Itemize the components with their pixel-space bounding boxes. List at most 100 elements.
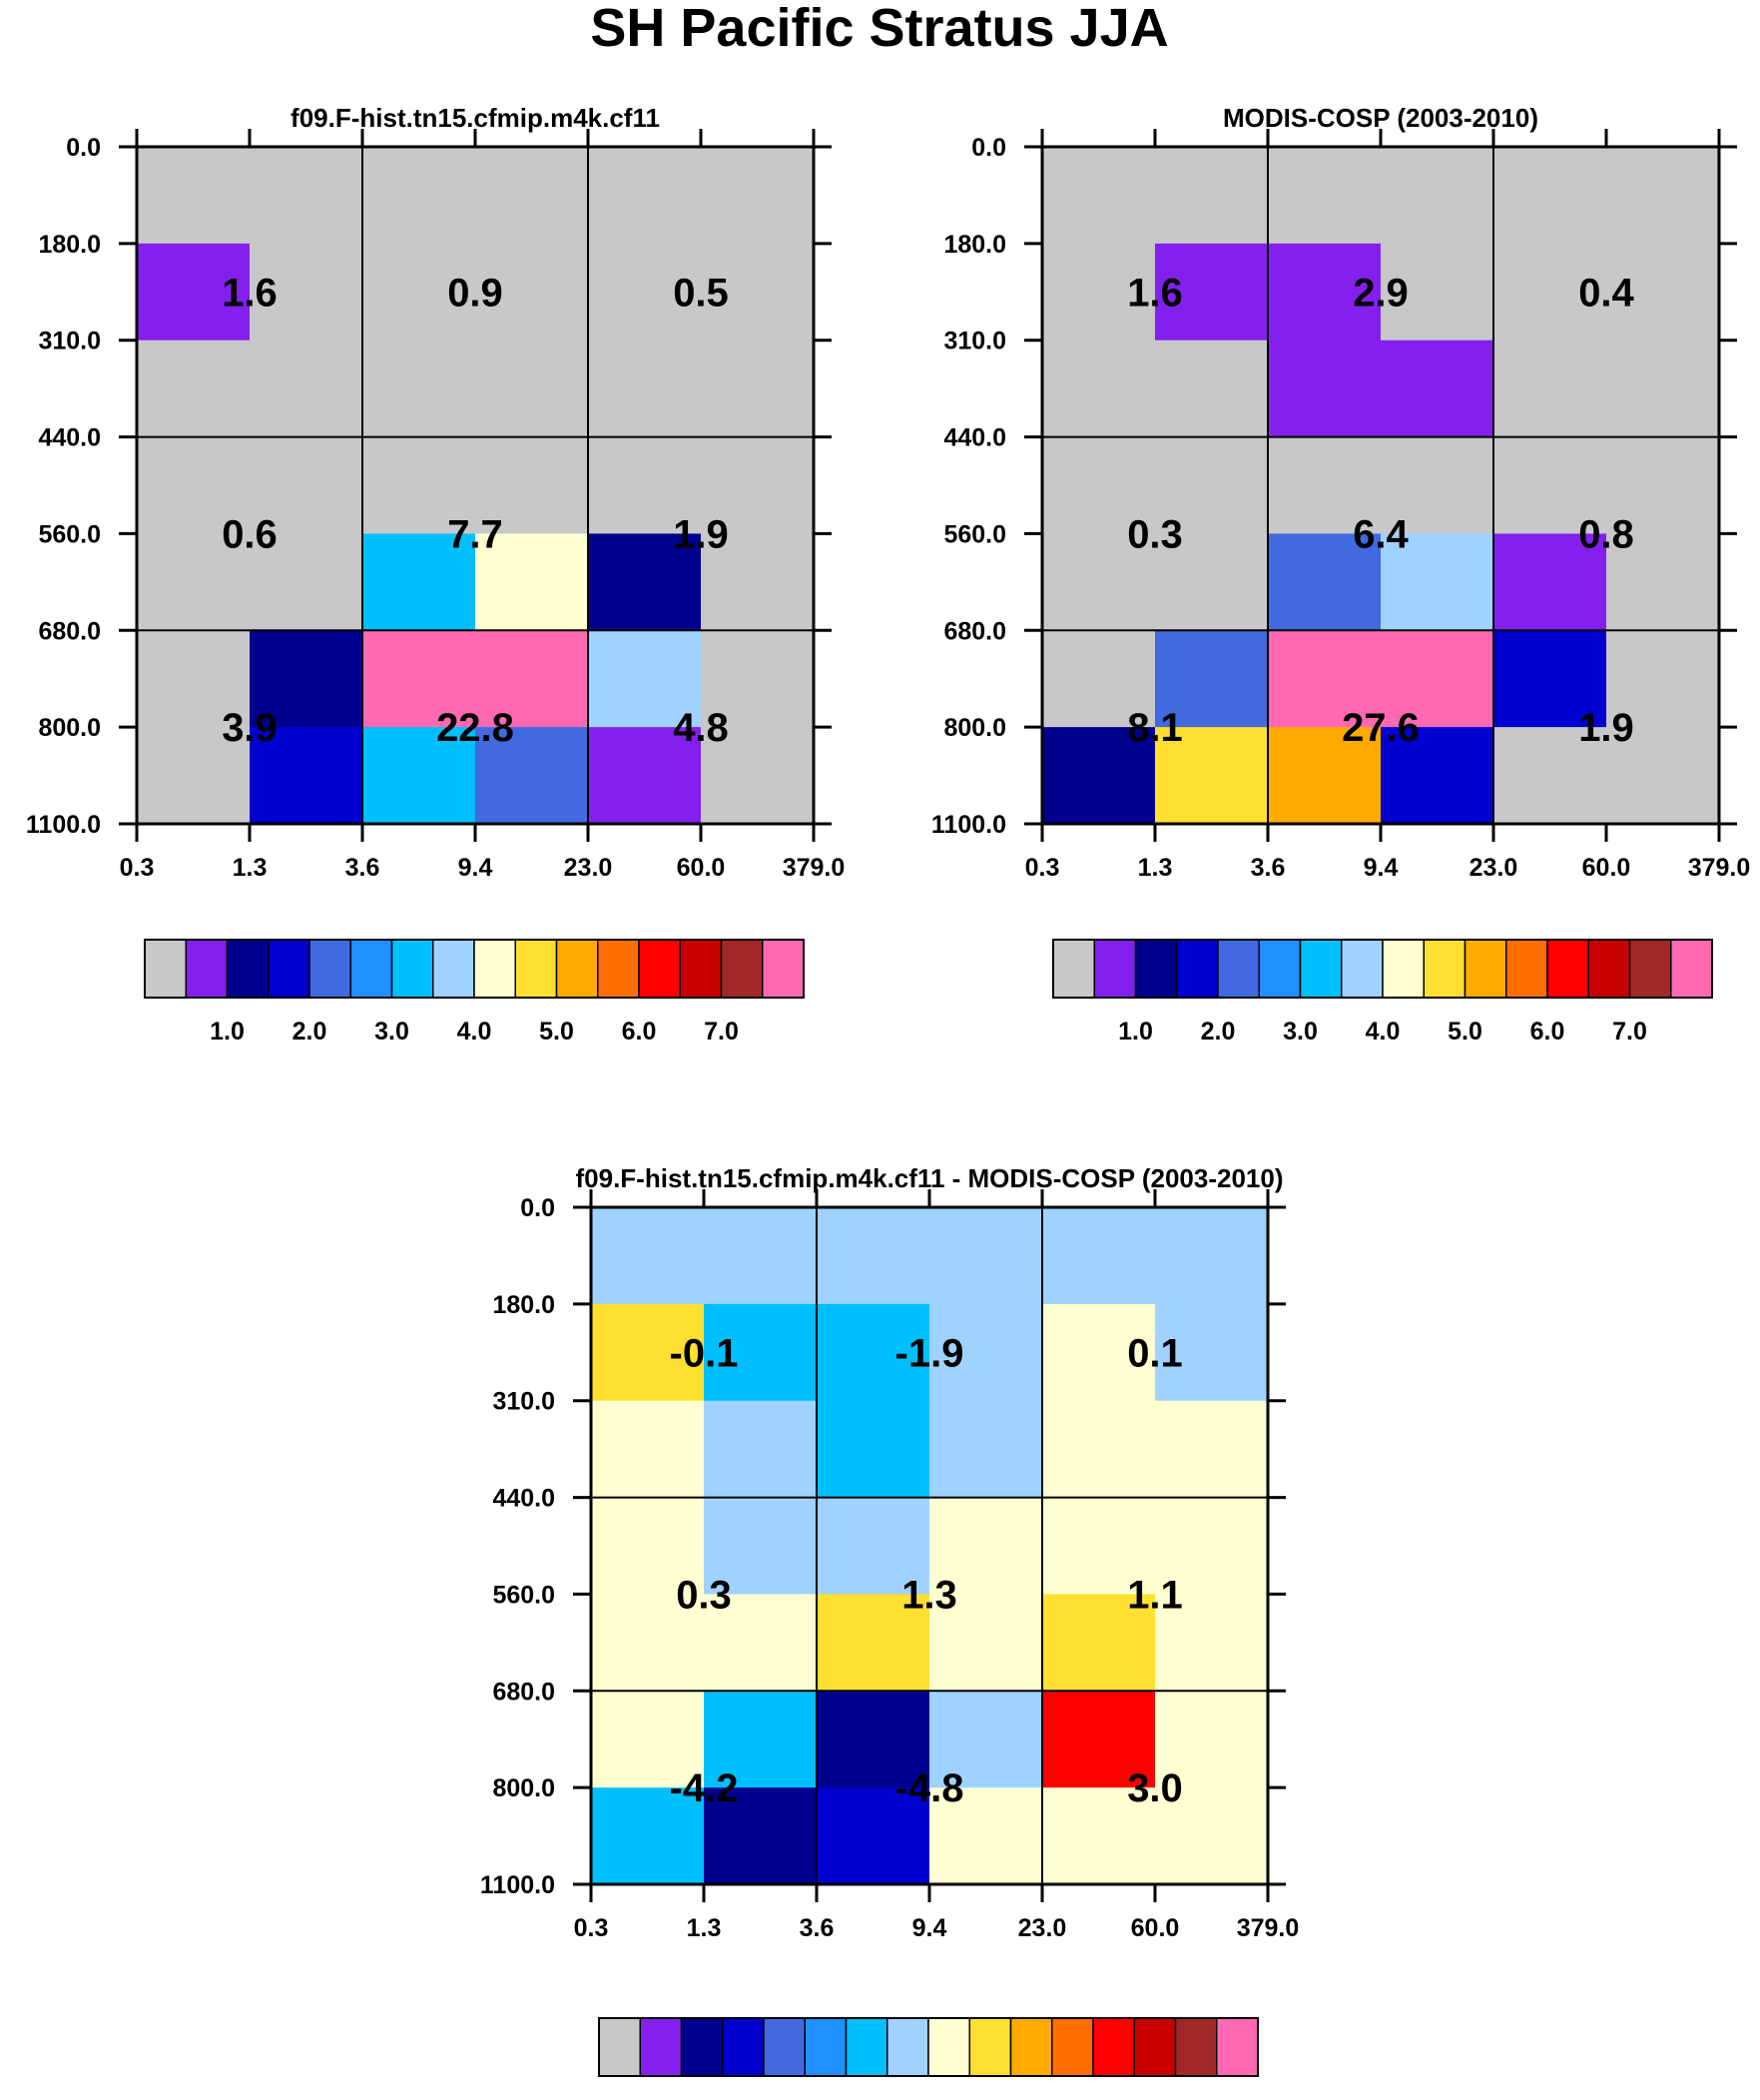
colorbar-swatch [1174,2017,1218,2077]
charts-container: f09.F-hist.tn15.cfmip.m4k.cf11 0.0 180.0 31… [26,103,1750,2100]
colorbar-swatch [1670,939,1713,999]
box-value-label: -0.1 [670,1331,739,1375]
heatmap-cell [362,436,476,535]
heatmap-cell [817,1400,930,1499]
x-tick-label: 379.0 [1237,1914,1300,1942]
box-value-label: 1.3 [901,1573,957,1617]
colorbar-swatch [1176,939,1219,999]
colorbar-swatch [390,939,434,999]
heatmap-cell [1155,1303,1269,1402]
heatmap-cell [1493,147,1607,245]
box-value-label: -1.9 [895,1331,964,1375]
heatmap-cell [137,727,251,825]
box-value-label: 6.4 [1353,512,1409,556]
y-tick-label: 440.0 [943,424,1006,452]
colorbar-swatch [1628,939,1672,999]
heatmap-cell [475,147,589,245]
colorbar-swatch [555,939,599,999]
heatmap-cell [588,630,702,728]
heatmap-cell [137,630,251,728]
heatmap-cell [475,340,589,438]
panel-title: MODIS-COSP (2003-2010) [1223,103,1538,133]
heatmap-cell [1155,1207,1269,1305]
heatmap-cell [929,1303,1043,1402]
heatmap-cell [1155,436,1269,535]
colorbar-swatch [1341,939,1384,999]
heatmap-cell [137,340,251,438]
heatmap-cell [929,1207,1043,1305]
heatmap-cell [817,1303,930,1402]
colorbar-swatch [1051,2017,1094,2077]
heatmap-cell [1042,1400,1156,1499]
x-tick-label: 60.0 [1582,854,1631,882]
colorbar-label: -1.0 [825,2096,868,2100]
heatmap-cell [701,630,815,728]
colorbar-label: 5.0 [1448,1018,1482,1046]
heatmap-cell [1268,533,1382,631]
box-value-label: 0.6 [222,512,278,556]
x-tick-label: 9.4 [1364,854,1399,882]
colorbar-swatch [597,939,640,999]
box-value-label: 0.9 [447,271,503,315]
heatmap-cell [1268,436,1382,535]
colorbar-swatch [680,2017,724,2077]
heatmap-cell [817,1594,930,1692]
box-value-label: 0.4 [1578,271,1634,315]
heatmap-cell [929,1787,1043,1885]
figure-title: SH Pacific Stratus JJA [590,0,1168,58]
heatmap-cell [1042,1787,1156,1885]
heatmap-cell [1042,1691,1156,1788]
heatmap-cell [1268,727,1382,825]
heatmap-cell [137,533,251,631]
heatmap-cell [1042,727,1156,825]
colorbar: -3.0 -2.0 -1.0 0.0 1.0 2.0 3.0 [598,2017,1259,2100]
heatmap-cell [1268,630,1382,728]
colorbar: 1.0 2.0 3.0 4.0 5.0 6.0 7.0 [144,939,805,1046]
y-tick-label: 310.0 [38,328,101,355]
y-tick-label: 680.0 [943,617,1006,645]
x-tick-label: 23.0 [1018,1914,1067,1942]
heatmap-cell [250,340,363,438]
x-tick-label: 379.0 [783,854,846,882]
box-value-label: 8.1 [1127,706,1183,750]
heatmap-cell [701,727,815,825]
heatmap-cell [1606,243,1720,342]
colorbar-label: 5.0 [539,1018,574,1046]
heatmap-cell [1268,243,1382,342]
heatmap-cell [1493,340,1607,438]
colorbar-swatch [144,939,187,999]
heatmap-cell [1493,630,1607,728]
heatmap-cell [1606,727,1720,825]
y-tick-label: 180.0 [943,231,1006,259]
colorbar: 1.0 2.0 3.0 4.0 5.0 6.0 7.0 [1052,939,1713,1046]
heatmap-cell [475,533,589,631]
box-value-label: 1.1 [1127,1573,1183,1617]
y-tick-label: 1100.0 [26,811,101,839]
heatmap-cell [1042,1497,1156,1596]
colorbar-label: -3.0 [660,2096,703,2100]
heatmap-cell [362,340,476,438]
heatmap-cell [1155,630,1269,728]
colorbar-label: 4.0 [1366,1018,1401,1046]
colorbar-swatch [1052,939,1095,999]
colorbar-label: 2.0 [1201,1018,1236,1046]
colorbar-swatch [226,939,270,999]
heatmap-cell [475,243,589,342]
heatmap-cell [250,630,363,728]
colorbar-swatch [639,2017,683,2077]
heatmap-cell [591,1497,705,1596]
x-tick-label: 0.3 [120,854,155,882]
heatmap-cell [1155,1691,1269,1788]
heatmap-cell [475,630,589,728]
colorbar-label: 1.0 [993,2096,1028,2100]
heatmap-cell [250,147,363,245]
heatmap-cell [704,1787,818,1885]
box-value-label: 7.7 [447,512,503,556]
heatmap-cell [1042,436,1156,535]
colorbar-swatch [432,939,475,999]
heatmap-cell [704,1594,818,1692]
x-tick-label: 1.3 [1138,854,1173,882]
heatmap-cell [588,533,702,631]
heatmap-cell [701,340,815,438]
